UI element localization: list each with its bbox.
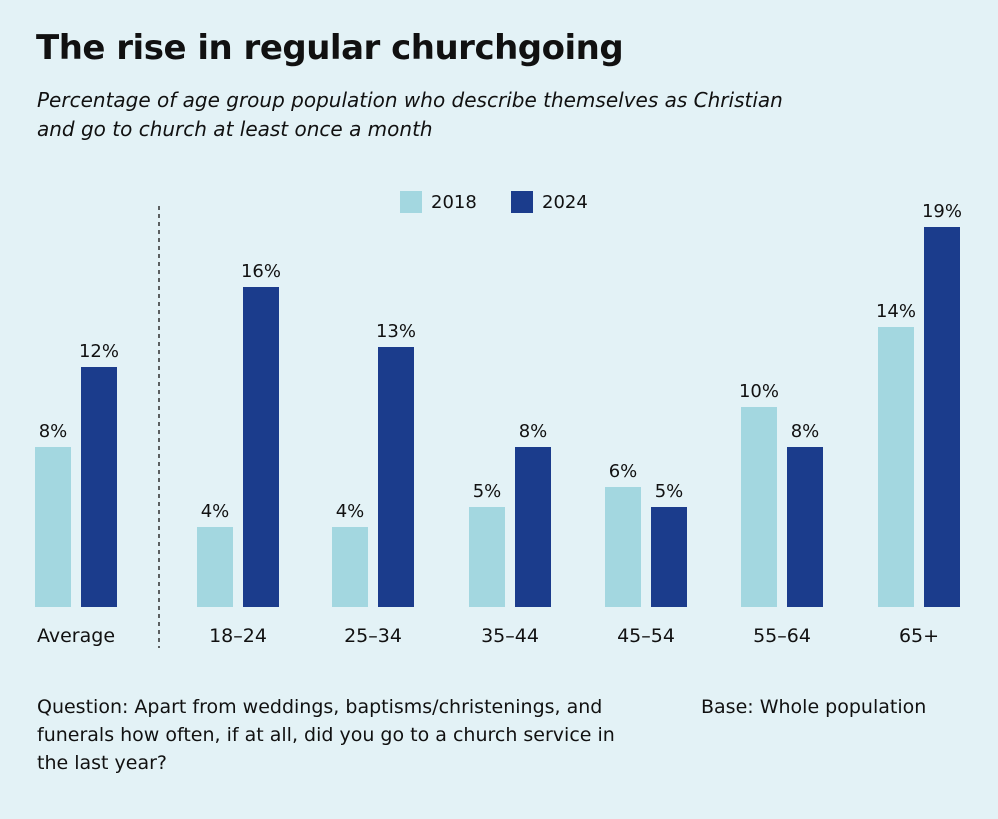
bar-average-2024 (81, 367, 117, 607)
bar-65-2024 (924, 227, 960, 607)
category-label-average: Average (37, 625, 115, 647)
bar-55-64-2018 (741, 407, 777, 607)
bar-average-2018 (35, 447, 71, 607)
data-label-45-54-2018: 6% (609, 461, 638, 482)
category-label-55-64: 55–64 (753, 625, 811, 647)
bar-45-54-2018 (605, 487, 641, 607)
data-label-25-34-2018: 4% (336, 501, 365, 522)
bar-35-44-2024 (515, 447, 551, 607)
data-label-35-44-2018: 5% (473, 481, 502, 502)
bar-45-54-2024 (651, 507, 687, 607)
data-label-average-2024: 12% (79, 341, 119, 362)
base-note: Base: Whole population (701, 696, 927, 718)
bar-25-34-2024 (378, 347, 414, 607)
data-label-55-64-2018: 10% (739, 381, 779, 402)
bar-18-24-2024 (243, 287, 279, 607)
category-label-25-34: 25–34 (344, 625, 402, 647)
bar-25-34-2018 (332, 527, 368, 607)
chart-title: The rise in regular churchgoing (36, 28, 624, 68)
chart-subtitle: Percentage of age group population who d… (37, 88, 783, 141)
bar-18-24-2018 (197, 527, 233, 607)
legend-swatch-2024 (511, 191, 533, 213)
data-label-average-2018: 8% (39, 421, 68, 442)
category-label-45-54: 45–54 (617, 625, 675, 647)
bar-35-44-2018 (469, 507, 505, 607)
category-label-18-24: 18–24 (209, 625, 267, 647)
data-label-35-44-2024: 8% (519, 421, 548, 442)
data-label-18-24-2018: 4% (201, 501, 230, 522)
legend-swatch-2018 (400, 191, 422, 213)
legend-label-2024: 2024 (542, 192, 588, 213)
bar-55-64-2024 (787, 447, 823, 607)
legend-label-2018: 2018 (431, 192, 477, 213)
bar-65-2018 (878, 327, 914, 607)
data-label-25-34-2024: 13% (376, 321, 416, 342)
category-label-35-44: 35–44 (481, 625, 539, 647)
data-label-65-2024: 19% (922, 201, 962, 222)
data-label-55-64-2024: 8% (791, 421, 820, 442)
data-label-65-2018: 14% (876, 301, 916, 322)
data-label-18-24-2024: 16% (241, 261, 281, 282)
question-note: Question: Apart from weddings, baptisms/… (37, 696, 615, 774)
category-label-65: 65+ (899, 625, 939, 647)
data-label-45-54-2024: 5% (655, 481, 684, 502)
